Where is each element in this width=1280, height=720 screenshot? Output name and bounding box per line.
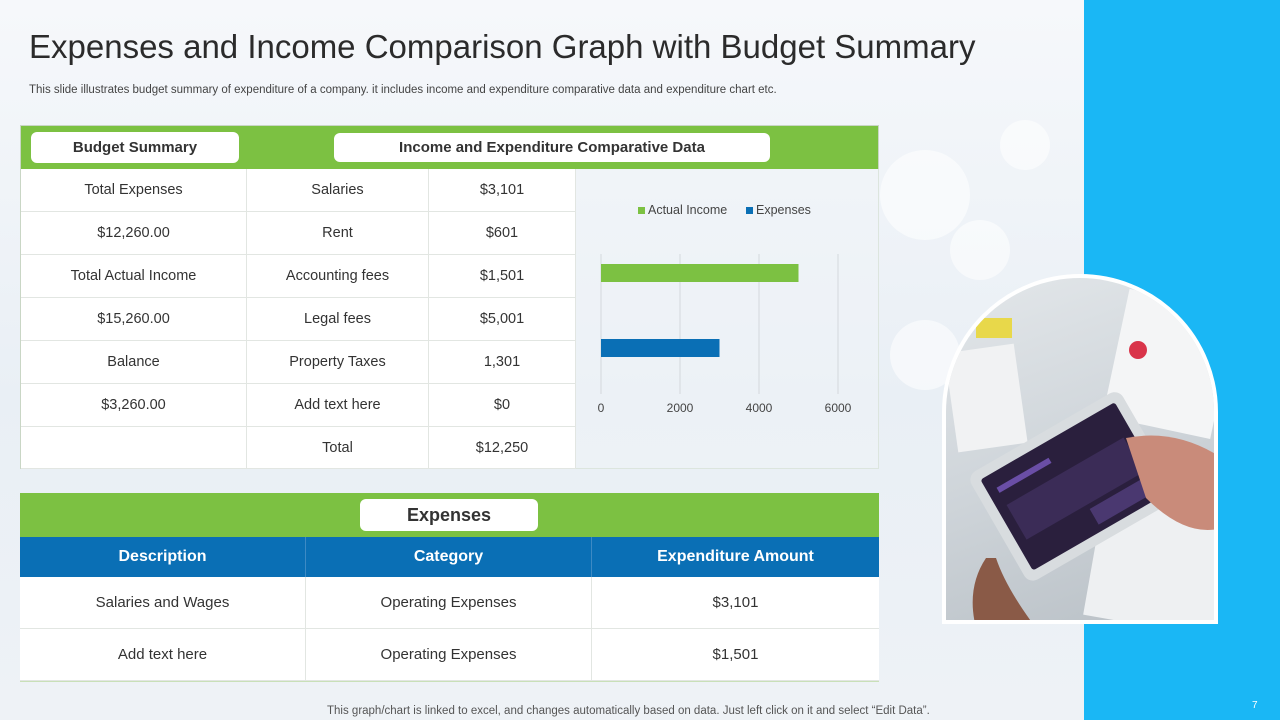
column-header-description: Description (20, 537, 306, 577)
tablet-illustration (946, 288, 1214, 620)
chart-x-tick-label: 6000 (825, 401, 852, 415)
bokeh-decoration (880, 150, 970, 240)
comparative-label: Property Taxes (247, 341, 429, 384)
budget-summary-cell: $3,260.00 (21, 384, 247, 427)
page-number: 7 (1252, 700, 1258, 711)
actual-income-bar (601, 264, 799, 282)
chart-legend-label: Actual Income (648, 203, 727, 217)
chart-x-tick-label: 0 (598, 401, 605, 415)
chart-x-tick-label: 4000 (746, 401, 773, 415)
comparative-data-header: Income and Expenditure Comparative Data (334, 133, 770, 162)
expenses-header: Expenses (360, 499, 538, 531)
comparative-label: Total (247, 427, 429, 469)
comparative-value: $0 (429, 384, 576, 427)
photo-background (946, 278, 1214, 620)
income-expense-chart-area: 0 2000 4000 6000 Actual Income Expenses (576, 169, 879, 469)
header-divider (246, 126, 247, 169)
comparative-value: $601 (429, 212, 576, 255)
page-subtitle: This slide illustrates budget summary of… (29, 84, 777, 96)
expenses-panel: Expenses Description Category Expenditur… (20, 493, 879, 682)
bokeh-decoration (950, 220, 1010, 280)
budget-summary-cell: Total Expenses (21, 169, 247, 212)
budget-summary-cell: $12,260.00 (21, 212, 247, 255)
comparative-value: $1,501 (429, 255, 576, 298)
chart-legend-swatch (746, 207, 753, 214)
tablet-photo (942, 274, 1218, 624)
chart-legend-swatch (638, 207, 645, 214)
comparative-value: $3,101 (429, 169, 576, 212)
comparative-label: Legal fees (247, 298, 429, 341)
expense-description-cell: Salaries and Wages (20, 577, 306, 629)
column-header-category: Category (306, 537, 592, 577)
expense-category-cell: Operating Expenses (306, 577, 592, 629)
footnote-text: This graph/chart is linked to excel, and… (327, 705, 930, 717)
comparative-value: $12,250 (429, 427, 576, 469)
comparative-label: Salaries (247, 169, 429, 212)
page-title: Expenses and Income Comparison Graph wit… (29, 28, 976, 65)
income-expense-bar-chart: 0 2000 4000 6000 Actual Income Expenses (598, 203, 852, 415)
comparative-label: Rent (247, 212, 429, 255)
budget-summary-cell: Balance (21, 341, 247, 384)
column-header-expenditure-amount: Expenditure Amount (592, 537, 879, 577)
expense-category-cell: Operating Expenses (306, 629, 592, 681)
expense-amount-cell: $1,501 (592, 629, 879, 681)
expense-description-cell: Add text here (20, 629, 306, 681)
budget-summary-cell: Total Actual Income (21, 255, 247, 298)
budget-comparison-panel: Budget Summary Income and Expenditure Co… (20, 125, 879, 469)
expenses-bar (601, 339, 720, 357)
budget-summary-cell (21, 427, 247, 469)
budget-summary-cell: $15,260.00 (21, 298, 247, 341)
comparative-label: Accounting fees (247, 255, 429, 298)
comparative-label: Add text here (247, 384, 429, 427)
expense-amount-cell: $3,101 (592, 577, 879, 629)
budget-summary-header: Budget Summary (31, 132, 239, 163)
comparative-value: 1,301 (429, 341, 576, 384)
chart-x-tick-label: 2000 (667, 401, 694, 415)
chart-legend-label: Expenses (756, 203, 811, 217)
comparative-value: $5,001 (429, 298, 576, 341)
bokeh-decoration (1000, 120, 1050, 170)
